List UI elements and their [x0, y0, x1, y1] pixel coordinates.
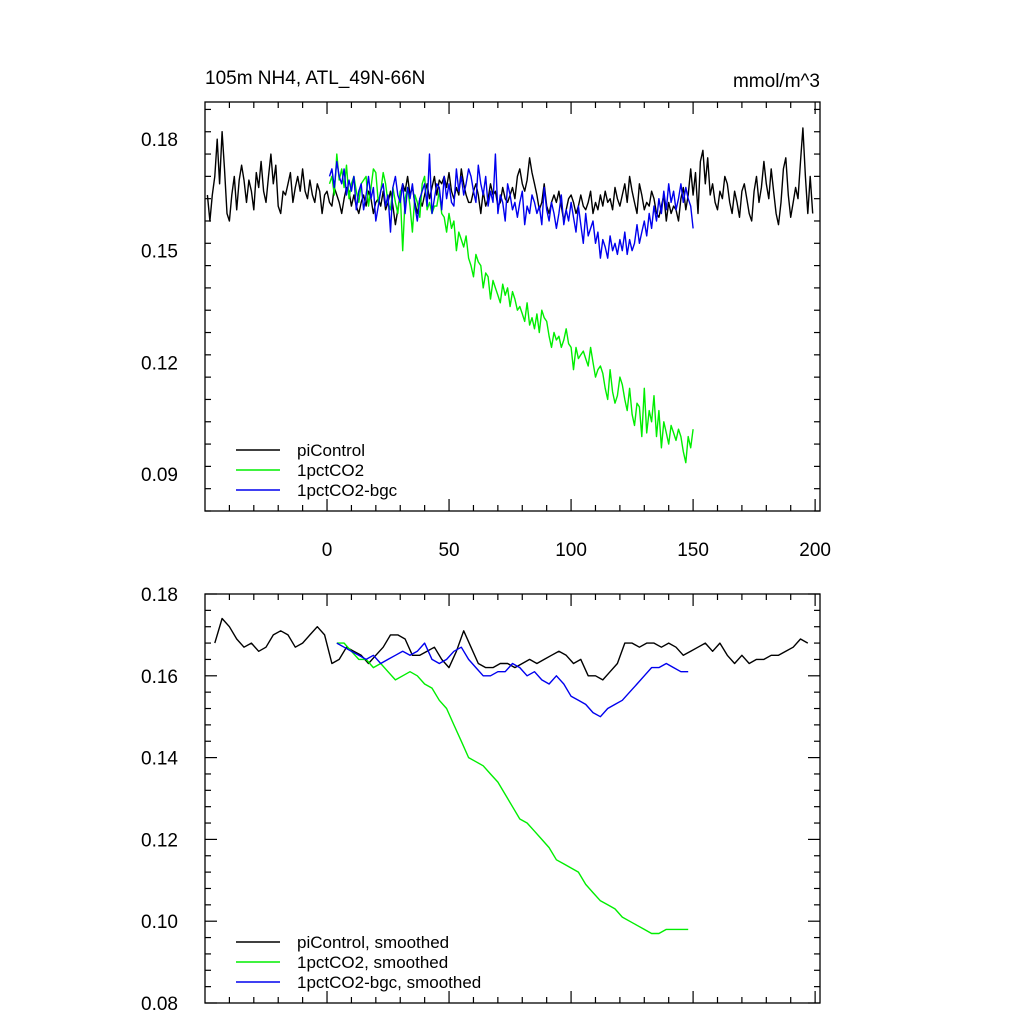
x-tick-label: 150 [677, 540, 709, 561]
series-line-1pctco2-bgc [328, 153, 694, 259]
y-tick-label: 0.09 [141, 465, 178, 486]
y-tick-label: 0.12 [141, 353, 178, 374]
legend-label: piControl, smoothed [297, 933, 449, 952]
y-tick-label: 0.15 [141, 242, 178, 263]
legend-label: 1pctCO2-bgc, smoothed [297, 973, 481, 992]
bottom-panel: 0.08 0.10 0.12 0.14 0.16 0.18 piControl, smoo… [141, 585, 821, 1015]
x-tick-label: 50 [438, 540, 459, 561]
legend-label: 1pctCO2, smoothed [297, 953, 448, 972]
top-chart-units: mmol/m^3 [733, 71, 820, 92]
series-line-1pctco2-smoothed [336, 642, 689, 935]
top-panel: 105m NH4, ATL_49N-66N mmol/m^3 0 50 100 150… [141, 68, 831, 561]
top-plot-frame [204, 101, 821, 512]
series-line-picontrol [206, 127, 814, 226]
y-tick-label: 0.10 [141, 912, 178, 933]
legend-label: 1pctCO2 [297, 461, 364, 480]
series-line-picontrol-smoothed [214, 617, 809, 681]
y-tick-label: 0.18 [141, 585, 178, 606]
legend-label: piControl [297, 441, 365, 460]
x-tick-label: 0 [322, 540, 333, 561]
y-tick-label: 0.12 [141, 830, 178, 851]
legend-label: 1pctCO2-bgc [297, 481, 398, 500]
bottom-plot-frame [204, 593, 821, 1004]
series-line-1pctco2-bgc-smoothed [336, 642, 689, 718]
x-tick-label: 200 [799, 540, 831, 561]
x-tick-label: 100 [555, 540, 587, 561]
top-chart-title: 105m NH4, ATL_49N-66N [205, 68, 425, 89]
y-tick-label: 0.08 [141, 994, 178, 1015]
series-line-1pctco2 [328, 153, 694, 464]
y-tick-label: 0.14 [141, 749, 178, 770]
y-tick-label: 0.16 [141, 667, 178, 688]
y-tick-label: 0.18 [141, 130, 178, 151]
